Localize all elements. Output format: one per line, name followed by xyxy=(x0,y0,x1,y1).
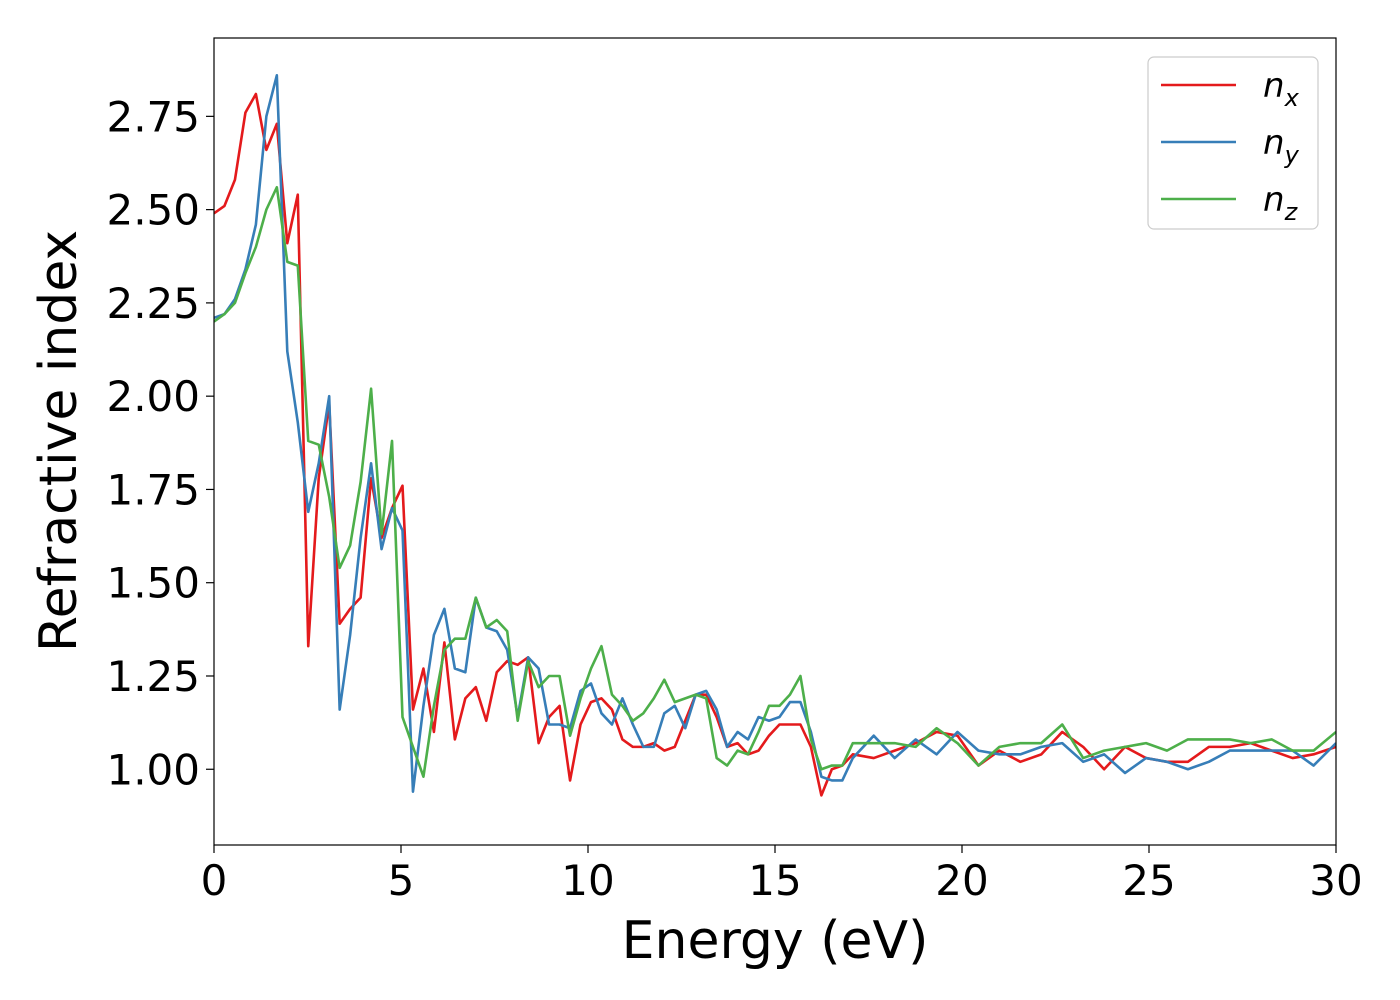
y-tick-label: 1.00 xyxy=(106,745,200,794)
series-line xyxy=(214,74,1336,793)
x-tick-label: 0 xyxy=(201,856,228,905)
y-axis-label: Refractive index xyxy=(29,230,89,652)
y-tick-label: 1.25 xyxy=(106,652,200,701)
series-line xyxy=(214,185,1336,779)
x-tick-label: 5 xyxy=(388,856,415,905)
x-tick-label: 25 xyxy=(1122,856,1175,905)
y-tick-label: 2.00 xyxy=(106,372,200,421)
x-tick-label: 30 xyxy=(1309,856,1362,905)
y-tick-label: 1.50 xyxy=(106,559,200,608)
legend-label: ny xyxy=(1263,123,1300,169)
x-tick-label: 10 xyxy=(561,856,614,905)
x-tick-label: 20 xyxy=(935,856,988,905)
x-axis-label: Energy (eV) xyxy=(622,911,929,971)
y-tick-label: 2.25 xyxy=(106,279,200,328)
legend-label: nx xyxy=(1263,66,1300,112)
y-tick-label: 2.75 xyxy=(106,92,200,141)
y-tick-label: 1.75 xyxy=(106,465,200,514)
y-tick-label: 2.50 xyxy=(106,186,200,235)
legend-label: nz xyxy=(1263,180,1299,226)
x-tick-label: 15 xyxy=(748,856,801,905)
plot-lines xyxy=(214,74,1336,797)
